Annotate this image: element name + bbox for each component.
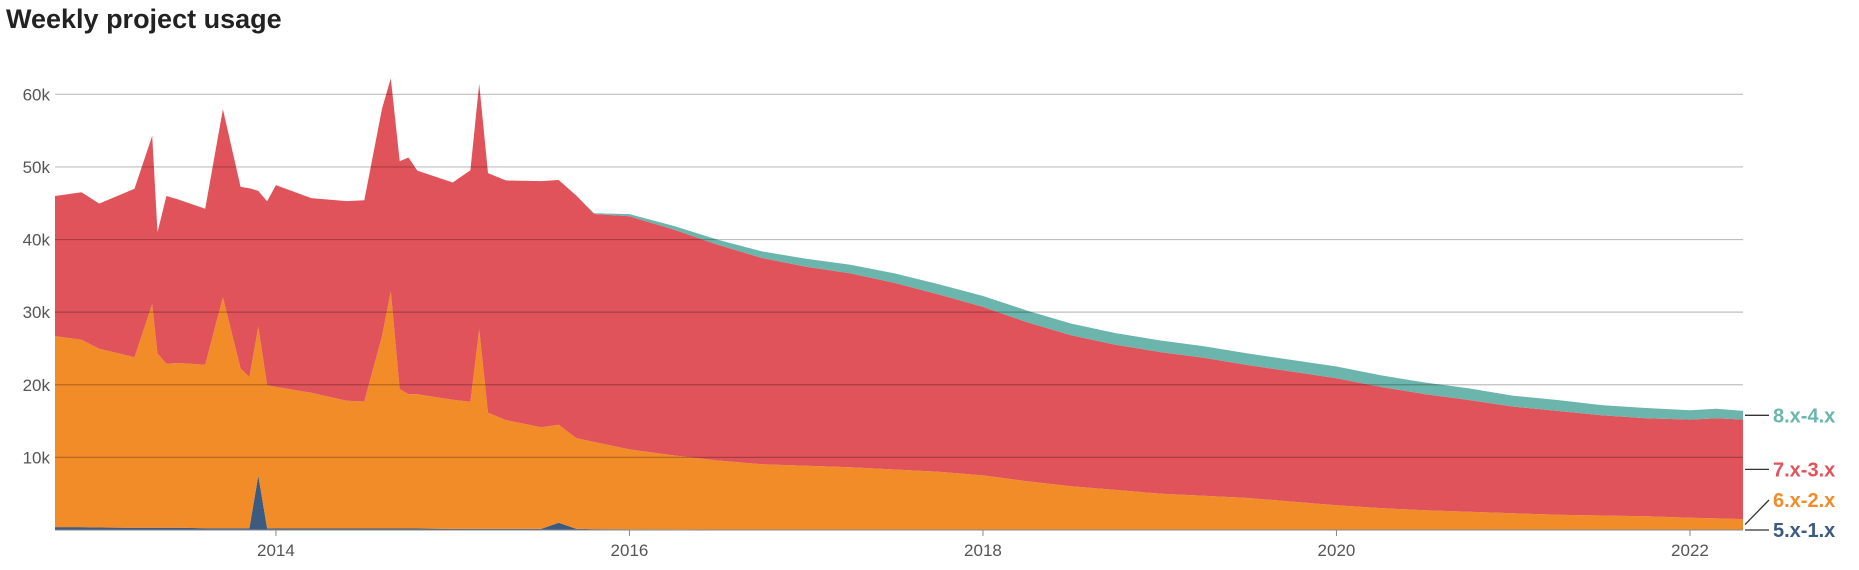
series-area-6.x-2.x (55, 291, 1743, 530)
y-tick-label: 10k (23, 448, 51, 467)
x-tick-label: 2022 (1671, 541, 1709, 560)
y-tick-label: 30k (23, 303, 51, 322)
x-tick-label: 2018 (964, 541, 1002, 560)
legend-label-7.x-3.x: 7.x-3.x (1773, 459, 1835, 481)
legend: 5.x-1.x 6.x-2.x 7.x-3.x 8.x-4.x (1744, 405, 1835, 542)
y-tick-label: 40k (23, 231, 51, 250)
y-axis: 10k 20k 30k 40k 50k 60k (23, 85, 51, 467)
legend-label-6.x-2.x: 6.x-2.x (1773, 490, 1835, 512)
legend-label-5.x-1.x: 5.x-1.x (1773, 520, 1835, 542)
x-tick-label: 2020 (1318, 541, 1356, 560)
y-tick-label: 60k (23, 85, 51, 104)
y-tick-label: 50k (23, 158, 51, 177)
gridlines (55, 93, 1743, 458)
x-tick-label: 2016 (611, 541, 649, 560)
series-area-7.x-3.x (55, 78, 1743, 520)
areas-layer (55, 78, 1743, 530)
legend-label-8.x-4.x: 8.x-4.x (1773, 405, 1835, 427)
y-tick-label: 20k (23, 376, 51, 395)
x-axis: 2014 2016 2018 2020 2022 (55, 529, 1743, 560)
legend-connector (1744, 499, 1770, 526)
chart-title: Weekly project usage (6, 4, 282, 34)
x-tick-label: 2014 (257, 541, 295, 560)
